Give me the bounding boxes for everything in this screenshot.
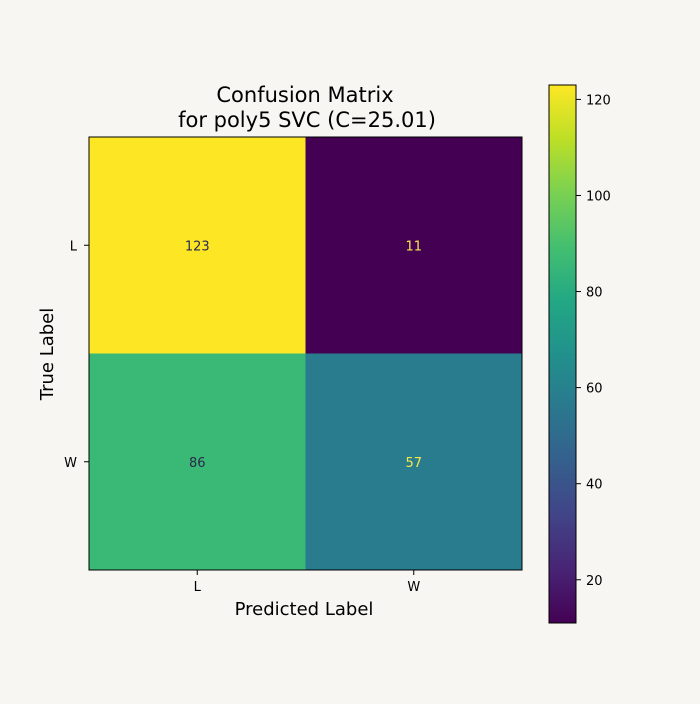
cell-value-label: 57 — [405, 456, 422, 471]
cell-value-label: 11 — [405, 239, 422, 254]
y-axis-ticks: LW — [64, 239, 89, 471]
colorbar-tick-label: 100 — [586, 189, 611, 204]
plot-frame — [88, 136, 523, 571]
y-tick-label: W — [64, 456, 77, 471]
colorbar-tick-label: 80 — [586, 286, 603, 301]
chart-title-line-2: for poly5 SVC (C=25.01) — [178, 108, 436, 132]
colorbar-ticks: 20 40 60 80 100 120 — [576, 93, 611, 589]
heatmap-cell-L-L — [89, 137, 306, 354]
heatmap-cell-W-W — [305, 353, 523, 571]
x-tick-label: L — [194, 580, 202, 595]
colorbar-tick-label: 120 — [586, 93, 611, 108]
colorbar — [548, 84, 577, 624]
heatmap-cell-L-W — [305, 137, 523, 354]
chart-title-line-1: Confusion Matrix — [216, 83, 393, 107]
heatmap-cell-W-L — [89, 353, 306, 571]
y-axis-label: True Label — [37, 308, 58, 402]
colorbar-tick-label: 20 — [586, 574, 603, 589]
heatmap-cell-labels: 123 11 86 57 — [185, 239, 422, 471]
heatmap-cells — [89, 137, 523, 571]
cell-value-label: 123 — [185, 239, 210, 254]
cell-value-label: 86 — [189, 456, 206, 471]
x-tick-label: W — [407, 580, 420, 595]
colorbar-tick-label: 40 — [586, 478, 603, 493]
colorbar-tick-label: 60 — [586, 382, 603, 397]
x-axis-label: Predicted Label — [235, 599, 374, 620]
y-tick-label: L — [70, 239, 78, 254]
